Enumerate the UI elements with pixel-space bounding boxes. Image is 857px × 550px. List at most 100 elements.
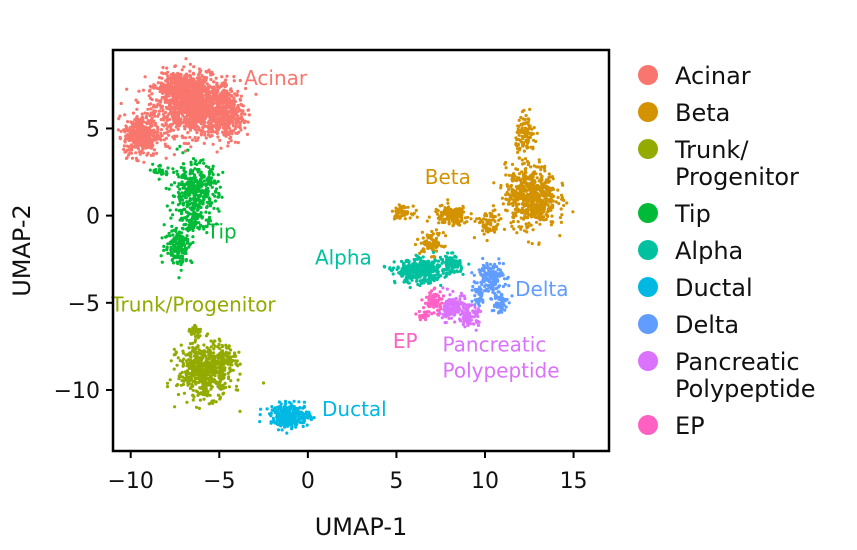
data-point bbox=[184, 196, 188, 200]
data-point bbox=[188, 62, 192, 66]
data-point bbox=[190, 85, 195, 89]
data-point bbox=[530, 127, 534, 131]
data-point bbox=[122, 128, 126, 132]
data-point bbox=[188, 135, 192, 139]
data-point bbox=[116, 128, 120, 132]
data-point bbox=[185, 73, 189, 77]
data-point bbox=[523, 202, 527, 206]
data-point bbox=[201, 75, 205, 79]
data-point bbox=[160, 104, 165, 108]
data-point bbox=[208, 124, 212, 128]
data-point bbox=[539, 187, 543, 191]
data-point bbox=[119, 129, 123, 133]
data-point bbox=[197, 406, 201, 410]
data-point bbox=[191, 121, 195, 125]
data-point bbox=[194, 376, 198, 381]
data-point bbox=[219, 92, 223, 96]
data-point bbox=[164, 79, 168, 83]
data-point bbox=[187, 225, 191, 229]
data-point bbox=[416, 237, 420, 241]
data-point bbox=[198, 398, 202, 402]
data-point bbox=[410, 278, 414, 282]
data-point bbox=[195, 346, 199, 350]
data-point bbox=[506, 184, 510, 188]
data-point bbox=[147, 94, 151, 98]
data-point bbox=[186, 377, 190, 381]
data-point bbox=[160, 260, 164, 264]
data-point bbox=[212, 347, 216, 351]
data-point bbox=[421, 255, 425, 259]
data-point bbox=[180, 96, 184, 100]
data-point bbox=[515, 231, 519, 235]
data-point bbox=[194, 109, 198, 113]
data-point bbox=[521, 195, 525, 199]
data-point bbox=[443, 244, 447, 248]
data-point bbox=[504, 173, 508, 177]
data-point bbox=[217, 193, 221, 197]
data-point bbox=[131, 126, 135, 131]
data-point bbox=[215, 106, 219, 110]
data-point bbox=[184, 175, 188, 179]
data-point bbox=[514, 167, 518, 171]
data-point bbox=[160, 76, 164, 80]
data-point bbox=[172, 170, 176, 174]
data-point bbox=[169, 91, 173, 95]
data-point bbox=[560, 213, 564, 217]
data-point bbox=[181, 203, 185, 207]
data-point bbox=[198, 93, 202, 97]
data-point bbox=[396, 265, 400, 269]
data-point bbox=[530, 242, 534, 246]
data-point bbox=[214, 354, 218, 358]
data-point bbox=[223, 85, 227, 89]
data-point bbox=[532, 164, 536, 168]
data-point bbox=[167, 112, 171, 116]
data-point bbox=[451, 262, 455, 266]
data-point bbox=[216, 360, 220, 364]
data-point bbox=[421, 263, 425, 267]
data-point bbox=[140, 115, 144, 119]
data-point bbox=[408, 285, 412, 290]
data-point bbox=[204, 210, 208, 214]
data-point bbox=[229, 379, 233, 383]
data-point bbox=[228, 361, 232, 366]
data-point bbox=[211, 164, 215, 168]
data-point bbox=[396, 207, 400, 211]
data-point bbox=[163, 96, 167, 100]
data-point bbox=[183, 104, 187, 108]
data-point bbox=[562, 203, 566, 208]
data-point bbox=[492, 228, 496, 232]
data-point bbox=[209, 96, 213, 100]
data-point bbox=[187, 212, 191, 216]
data-point bbox=[491, 218, 496, 222]
data-point bbox=[210, 360, 214, 365]
data-point bbox=[207, 133, 211, 137]
data-point bbox=[179, 268, 183, 272]
data-point bbox=[183, 248, 188, 252]
data-point bbox=[408, 216, 412, 220]
data-point bbox=[238, 372, 242, 376]
data-point bbox=[238, 98, 243, 102]
data-point bbox=[202, 364, 206, 368]
data-point bbox=[542, 215, 546, 219]
data-point bbox=[199, 133, 203, 137]
data-point bbox=[185, 241, 189, 245]
data-point bbox=[506, 192, 510, 196]
data-point bbox=[176, 114, 180, 118]
data-point bbox=[560, 181, 564, 185]
data-point bbox=[198, 120, 203, 124]
data-point bbox=[233, 110, 238, 114]
data-point bbox=[154, 123, 158, 127]
data-point bbox=[515, 176, 519, 180]
data-point bbox=[529, 184, 534, 188]
data-point bbox=[164, 186, 168, 190]
data-point bbox=[194, 80, 198, 84]
data-point bbox=[189, 169, 193, 173]
data-point bbox=[168, 129, 172, 133]
data-point bbox=[537, 160, 542, 164]
data-point bbox=[523, 229, 527, 233]
data-point bbox=[193, 184, 197, 188]
data-point bbox=[151, 139, 155, 143]
data-point bbox=[234, 121, 238, 125]
data-point bbox=[123, 113, 127, 117]
data-point bbox=[161, 91, 165, 95]
